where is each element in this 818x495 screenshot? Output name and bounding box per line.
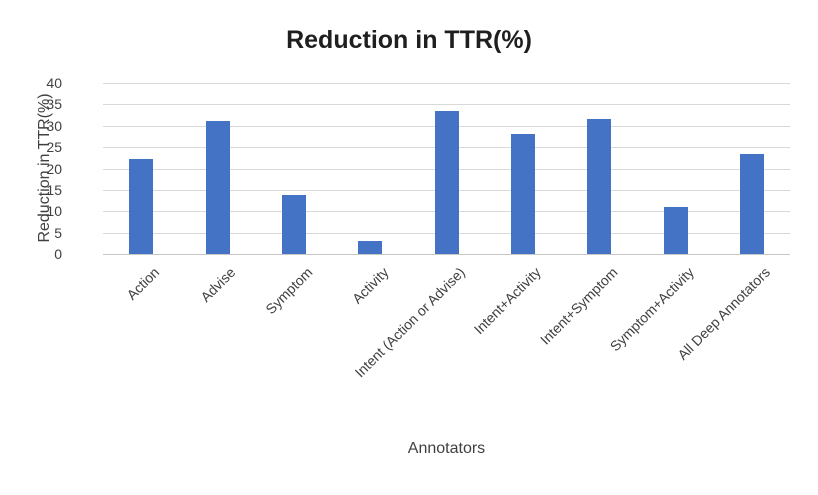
- y-tick-label: 35: [46, 96, 62, 113]
- y-tick-label: 15: [46, 181, 62, 198]
- bar-symptom: [281, 195, 306, 254]
- bar-intent-symptom: [587, 119, 612, 254]
- bar-symptom-activity: [663, 206, 688, 254]
- y-tick-label: 10: [46, 203, 62, 220]
- bar-action: [129, 158, 154, 254]
- y-axis-title: Reduction in TTR(%): [36, 93, 53, 243]
- gridline: [103, 254, 790, 255]
- gridline: [103, 104, 790, 106]
- y-tick-label: 40: [46, 75, 62, 91]
- bar-activity: [358, 241, 383, 254]
- chart-title: Reduction in TTR(%): [286, 26, 532, 54]
- y-tick-label: 25: [46, 139, 62, 156]
- bar-all-deep-annotators: [739, 154, 764, 254]
- x-tick-label: Intent+Symptom: [536, 264, 621, 348]
- y-tick-label: 30: [46, 117, 62, 134]
- x-tick-label: Intent+Activity: [470, 264, 545, 338]
- bar-intent-activity: [510, 133, 535, 254]
- x-tick-label: Advise: [197, 264, 239, 306]
- bar-advise: [205, 121, 230, 254]
- gridline: [103, 83, 790, 84]
- y-tick-label: 0: [54, 246, 62, 262]
- x-tick-label: Symptom: [262, 264, 316, 318]
- y-tick-label: 5: [54, 224, 62, 241]
- x-tick-label: Activity: [348, 264, 392, 307]
- x-axis-title: Annotators: [407, 440, 486, 457]
- bar-intent-action-or-advise: [434, 110, 459, 254]
- x-tick-label: Action: [123, 264, 163, 303]
- y-tick-label: 20: [46, 160, 62, 177]
- plot-area: 0 5 10 15 20 25 30 35 40 Action Advise Symptom Activ…: [46, 76, 790, 380]
